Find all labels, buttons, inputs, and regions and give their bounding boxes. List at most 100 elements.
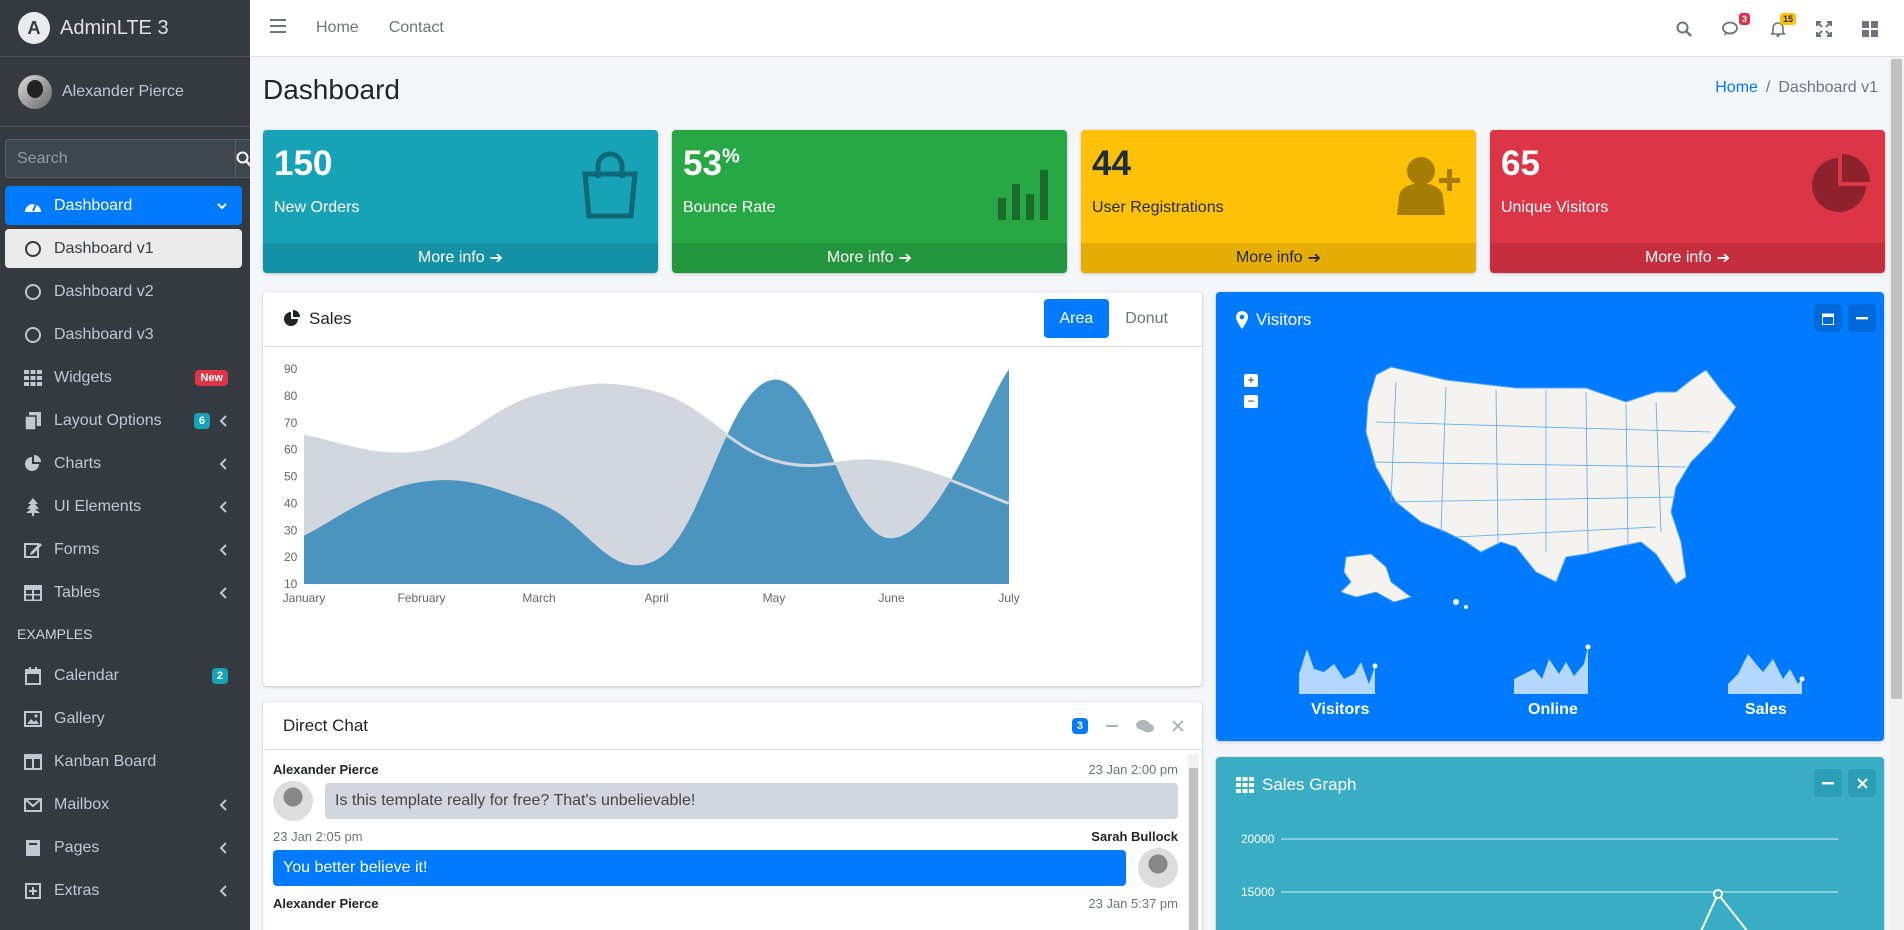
sidebar-search-input[interactable] xyxy=(5,139,235,178)
collapse-button[interactable] xyxy=(1814,769,1842,797)
card-title: Visitors xyxy=(1236,310,1311,330)
sidebar-item-mailbox[interactable]: Mailbox xyxy=(5,785,242,824)
sidebar-item-dashboard-v2[interactable]: Dashboard v2 xyxy=(5,272,242,311)
series-area-1 xyxy=(304,369,1009,584)
sidebar-item-pages[interactable]: Pages xyxy=(5,828,242,867)
y-tick-label: 80 xyxy=(284,389,298,403)
messages-dropdown[interactable]: 3 xyxy=(1722,12,1750,37)
bar-chart-icon xyxy=(998,170,1048,220)
arrow-circle-right-icon: ➔ xyxy=(489,250,504,267)
chat-bubble: You better believe it! xyxy=(273,850,1126,886)
main-sidebar: A AdminLTE 3 Alexander Pierce Dashboard … xyxy=(0,0,250,930)
chat-message-header: Alexander Pierce 23 Jan 5:37 pm xyxy=(273,896,1178,911)
brand-link[interactable]: A AdminLTE 3 xyxy=(0,0,250,57)
card-title: Sales xyxy=(283,309,352,329)
chevron-left-icon xyxy=(219,414,227,427)
brand-text: AdminLTE 3 xyxy=(60,16,169,39)
more-info-link[interactable]: More info ➔ xyxy=(263,243,658,273)
sidebar-item-label: Dashboard xyxy=(54,196,133,214)
close-icon xyxy=(1856,777,1868,789)
sidebar-item-dashboard-v1[interactable]: Dashboard v1 xyxy=(5,229,242,268)
card-title: Sales Graph xyxy=(1236,775,1357,795)
x-tick-label: February xyxy=(397,591,445,605)
stat-box-bounce-rate: 53% Bounce Rate More info ➔ xyxy=(672,130,1067,273)
pie-graph-icon xyxy=(1812,154,1870,212)
sidebar-item-layout-options[interactable]: Layout Options 6 xyxy=(5,401,242,440)
stat-box-user-registrations: 44 User Registrations More info ➔ xyxy=(1081,130,1476,273)
circle-icon xyxy=(25,240,41,257)
bars-icon xyxy=(270,18,286,33)
more-info-link[interactable]: More info ➔ xyxy=(1490,243,1885,273)
date-range-button[interactable] xyxy=(1814,304,1842,332)
sidebar-item-label: Calendar xyxy=(54,666,119,684)
sidebar-item-label: Extras xyxy=(54,881,100,899)
usa-map[interactable] xyxy=(1216,292,1884,741)
stat-value: 65 xyxy=(1501,144,1540,183)
calendar-icon xyxy=(22,666,44,685)
close-icon[interactable] xyxy=(1172,720,1184,732)
comments-icon[interactable] xyxy=(1136,719,1154,733)
more-info-link[interactable]: More info ➔ xyxy=(1081,243,1476,273)
scrollbar[interactable] xyxy=(1188,754,1199,930)
fullscreen-button[interactable] xyxy=(1816,20,1832,37)
remove-button[interactable] xyxy=(1848,769,1876,797)
nav-link-home[interactable]: Home xyxy=(316,19,359,36)
y-tick-label: 50 xyxy=(284,470,298,484)
y-tick-label: 90 xyxy=(284,362,298,376)
collapse-button[interactable] xyxy=(1848,304,1876,332)
stat-value: 44 xyxy=(1092,144,1131,183)
sidebar-item-widgets[interactable]: Widgets New xyxy=(5,358,242,397)
zoom-out-button[interactable]: − xyxy=(1244,395,1258,408)
sidebar-item-label: Kanban Board xyxy=(54,752,157,770)
y-tick-label: 20 xyxy=(284,550,298,564)
edit-icon xyxy=(22,541,44,559)
sidebar-item-label: Mailbox xyxy=(54,795,110,813)
stat-label: Unique Visitors xyxy=(1501,199,1609,216)
x-tick-label: June xyxy=(878,591,904,605)
tachometer-icon xyxy=(22,198,44,214)
card-tools: 3 xyxy=(1071,718,1184,734)
minus-icon xyxy=(1822,782,1834,785)
sidebar-item-dashboard[interactable]: Dashboard xyxy=(5,186,242,225)
sidebar-item-ui-elements[interactable]: UI Elements xyxy=(5,487,242,526)
notifications-dropdown[interactable]: 15 xyxy=(1770,12,1796,37)
control-sidebar-button[interactable] xyxy=(1862,20,1878,37)
tab-area[interactable]: Area xyxy=(1043,299,1110,338)
navbar-search-button[interactable] xyxy=(1676,21,1692,37)
stat-box-new-orders: 150 New Orders More info ➔ xyxy=(263,130,658,273)
sidebar-item-gallery[interactable]: Gallery xyxy=(5,699,242,738)
chat-message: You better believe it! xyxy=(263,848,1188,888)
tab-donut[interactable]: Donut xyxy=(1125,309,1168,327)
nav-link-contact[interactable]: Contact xyxy=(388,19,444,36)
sidebar-item-label: Dashboard v1 xyxy=(54,239,154,257)
stat-label: New Orders xyxy=(274,199,360,216)
chat-message-header: 23 Jan 2:05 pm Sarah Bullock xyxy=(273,829,1178,844)
sidebar-item-extras[interactable]: Extras xyxy=(5,871,242,910)
sidebar-search-button[interactable] xyxy=(235,139,250,178)
chevron-left-icon xyxy=(219,543,227,556)
sidebar-item-dashboard-v3[interactable]: Dashboard v3 xyxy=(5,315,242,354)
more-info-link[interactable]: More info ➔ xyxy=(672,243,1067,273)
sidebar-item-kanban-board[interactable]: Kanban Board xyxy=(5,742,242,781)
zoom-in-button[interactable]: + xyxy=(1244,374,1258,387)
page-scrollbar[interactable] xyxy=(1889,57,1904,930)
minus-icon[interactable] xyxy=(1106,720,1118,732)
expand-icon xyxy=(1816,20,1832,37)
x-tick-label: March xyxy=(522,591,555,605)
chart-pie-icon xyxy=(22,454,44,473)
y-tick-label: 15000 xyxy=(1241,885,1275,899)
x-tick-label: July xyxy=(998,591,1019,605)
sidebar-toggle-button[interactable] xyxy=(270,18,286,38)
copy-icon xyxy=(22,411,44,430)
sidebar-item-label: Forms xyxy=(54,540,100,558)
sidebar-item-calendar[interactable]: Calendar 2 xyxy=(5,656,242,695)
calendar-icon xyxy=(1822,313,1834,325)
breadcrumb-home-link[interactable]: Home xyxy=(1715,79,1758,96)
sidebar-item-charts[interactable]: Charts xyxy=(5,444,242,483)
table-icon xyxy=(22,584,44,601)
stat-label: Bounce Rate xyxy=(683,199,776,216)
sparkline-visitors xyxy=(1299,649,1378,694)
sidebar-item-forms[interactable]: Forms xyxy=(5,530,242,569)
user-panel[interactable]: Alexander Pierce xyxy=(0,57,250,127)
sidebar-item-tables[interactable]: Tables xyxy=(5,573,242,612)
